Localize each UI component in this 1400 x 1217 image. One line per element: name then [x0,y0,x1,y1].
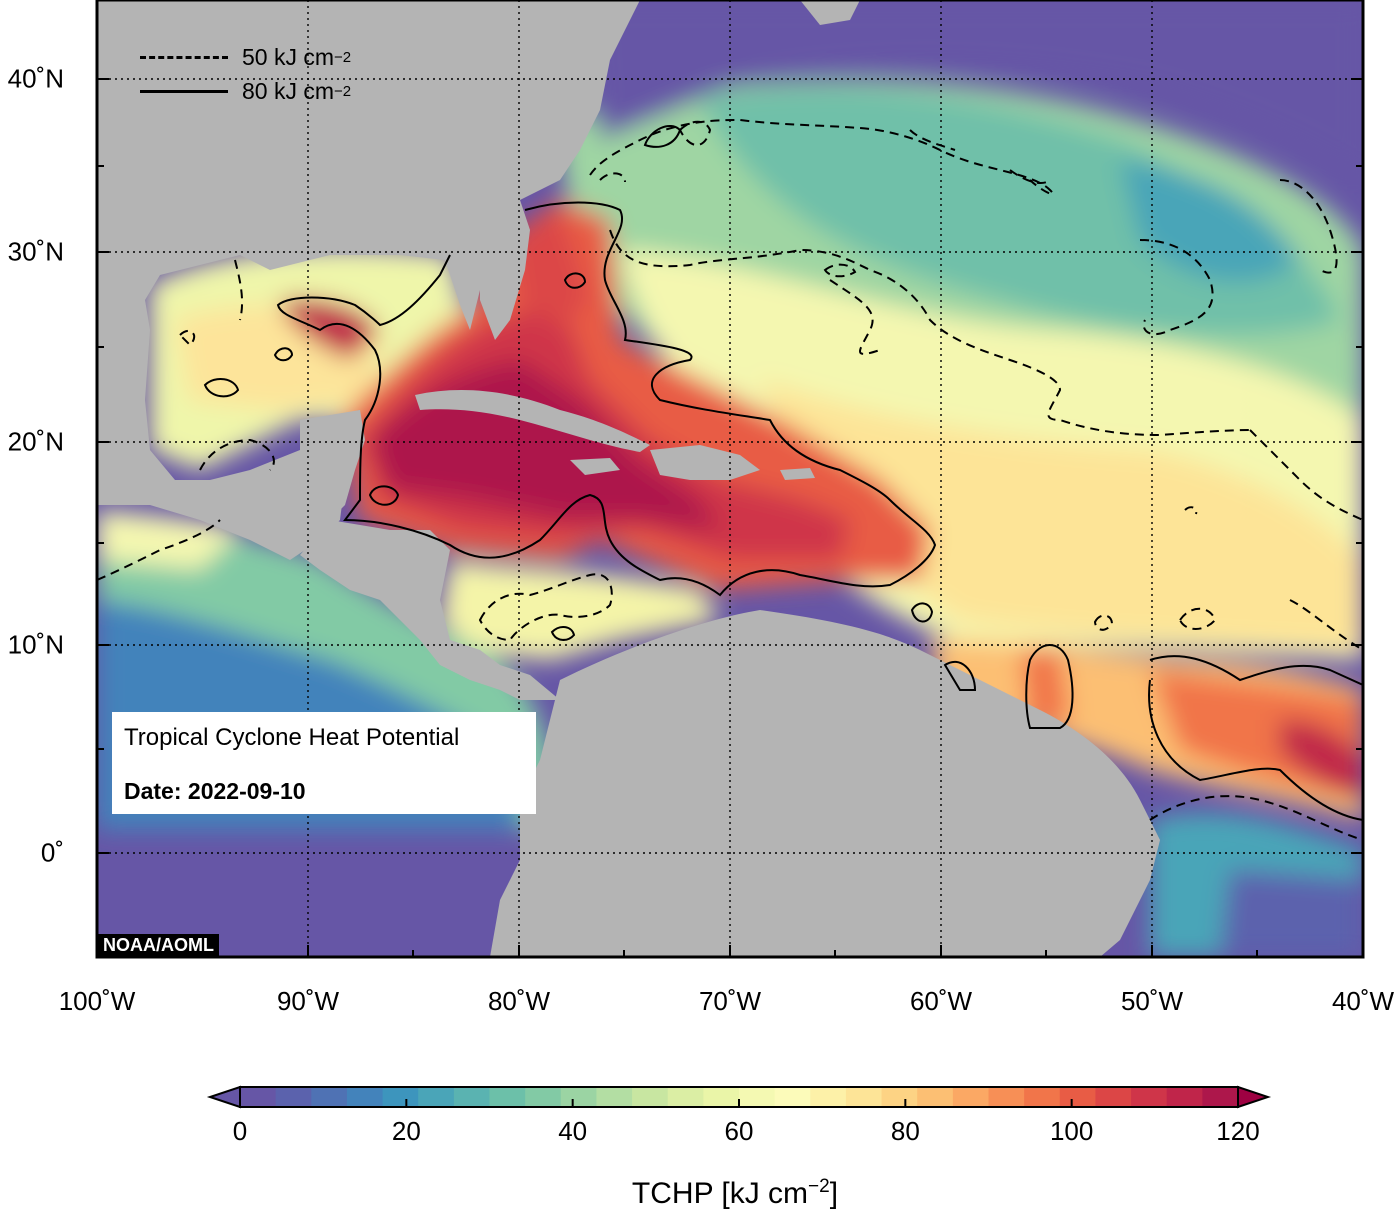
colorbar-swatch [739,1087,776,1107]
legend-sup-80: −2 [334,82,352,100]
legend-row-80: 80 kJ cm −2 [140,74,351,108]
colorbar-swatch [632,1087,669,1107]
colorbar-under-arrow [206,1085,241,1109]
colorbar-title-end: ] [829,1177,839,1210]
lat-label-0: 0˚ [40,837,64,868]
colorbar-title-sup: −2 [808,1176,830,1197]
colorbar-swatch [845,1087,883,1107]
legend-label-50: 50 kJ cm [242,43,335,70]
lat-label-40n: 40˚N [7,63,64,94]
colorbar-swatch [525,1087,562,1107]
contour-legend: 50 kJ cm −2 80 kJ cm −2 [140,40,351,108]
colorbar-swatch [667,1087,704,1107]
credit-badge: NOAA/AOML [98,934,219,957]
contour-50 [97,118,1363,841]
lat-label-30n: 30˚N [7,236,64,267]
colorbar-over-arrow [1237,1085,1272,1109]
colorbar-tick-label: 80 [890,1116,920,1146]
colorbar-swatch [1095,1087,1132,1107]
colorbar-swatch [1166,1087,1203,1107]
colorbar-title: TCHP [kJ cm−2] [0,1176,1400,1211]
info-date: Date: 2022-09-10 [124,778,306,804]
colorbar-swatch [560,1087,598,1107]
colorbar-swatch [382,1087,419,1107]
colorbar-swatch [311,1087,348,1107]
colorbar-swatch [1202,1087,1239,1107]
colorbar-tick-label: 120 [1216,1116,1260,1146]
colorbar-swatch [418,1087,455,1107]
colorbar-title-main: TCHP [kJ cm [631,1177,809,1210]
colorbar-swatch [881,1087,918,1107]
map-ticks [97,78,1363,957]
dashed-line-swatch [140,55,228,59]
lon-label-40w: 40˚W [1331,986,1395,1016]
legend-label-80: 80 kJ cm [242,77,335,104]
lat-label-10n: 10˚N [7,629,64,660]
colorbar-swatch [774,1087,811,1107]
colorbar-swatch [489,1087,526,1107]
contour-80 [203,125,1363,821]
colorbar-tick-label: 100 [1049,1116,1094,1146]
lon-label-100w: 100˚W [58,986,136,1016]
colorbar-tick-label: 60 [724,1116,754,1146]
colorbar-swatch [988,1087,1025,1107]
map-field [97,0,1363,957]
colorbar-swatch [346,1087,384,1107]
colorbar-tick-label: 0 [232,1116,248,1146]
solid-line-swatch [140,89,228,93]
lon-label-50w: 50˚W [1120,986,1184,1016]
graticule [97,0,1363,957]
colorbar-swatch [703,1087,740,1107]
legend-sup-50: −2 [334,48,352,66]
lon-label-60w: 60˚W [909,986,973,1016]
colorbar-swatch [810,1087,847,1107]
lon-label-80w: 80˚W [487,986,551,1016]
colorbar-tick-label: 40 [558,1116,588,1146]
info-box: Tropical Cyclone Heat Potential Date: 20… [112,712,536,814]
colorbar-swatch [275,1087,312,1107]
info-title: Tropical Cyclone Heat Potential [124,724,460,751]
colorbar-tick-label: 20 [391,1116,421,1146]
colorbar-swatch [952,1087,990,1107]
colorbar-swatch [453,1087,491,1107]
colorbar [206,1085,1272,1109]
lon-label-90w: 90˚W [276,986,340,1016]
colorbar-swatch [1024,1087,1061,1107]
colorbar-swatch [1059,1087,1097,1107]
colorbar-swatch [596,1087,633,1107]
colorbar-swatch [1131,1087,1168,1107]
colorbar-swatch [240,1087,277,1107]
legend-row-50: 50 kJ cm −2 [140,40,351,74]
land [97,0,1160,957]
lon-label-70w: 70˚W [698,986,762,1016]
lat-label-20n: 20˚N [7,426,64,457]
colorbar-swatch [917,1087,954,1107]
